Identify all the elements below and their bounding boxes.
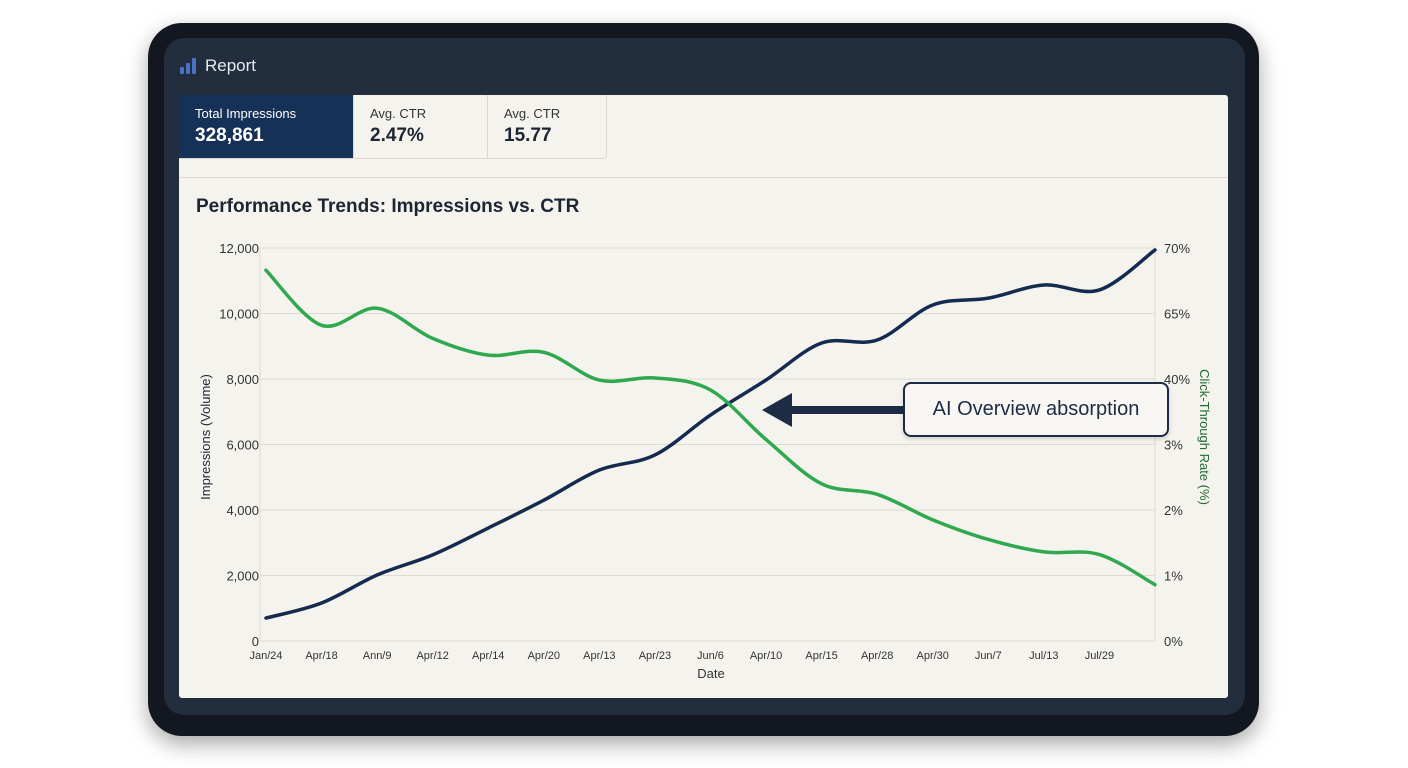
x-axis-label: Date — [697, 666, 724, 681]
x-tick-label: Jun/7 — [975, 650, 1002, 662]
annotation-arrow-head-icon — [762, 393, 792, 427]
kpi-value: 328,861 — [195, 125, 264, 146]
kpi-card-avg-ctr[interactable]: Avg. CTR 2.47% — [354, 95, 488, 159]
impressions-line — [264, 248, 1157, 620]
x-tick-label: Apr/13 — [583, 650, 615, 662]
x-tick-label: Apr/23 — [639, 650, 671, 662]
kpi-label: Avg. CTR — [370, 106, 427, 121]
x-tick-label: Jun/6 — [697, 650, 724, 662]
y2-tick-label: 0% — [1164, 634, 1183, 649]
chart-title: Performance Trends: Impressions vs. CTR — [196, 196, 580, 217]
x-tick-label: Ann/9 — [363, 650, 392, 662]
x-tick-label: Apr/18 — [305, 650, 337, 662]
y-tick-label: 8,000 — [226, 372, 259, 387]
kpi-value: 15.77 — [504, 125, 552, 146]
y2-axis-label: Click-Through Rate (%) — [1197, 369, 1212, 505]
x-tick-label: Jul/13 — [1029, 650, 1058, 662]
y-tick-label: 6,000 — [226, 438, 259, 453]
annotation-callout: AI Overview absorption — [903, 382, 1169, 437]
kpi-value: 2.47% — [370, 125, 424, 146]
app-title: Report — [205, 56, 257, 75]
x-tick-label: Apr/15 — [805, 650, 837, 662]
x-tick-label: Apr/20 — [528, 650, 560, 662]
y-axis-label: Impressions (Volume) — [198, 374, 213, 500]
y2-tick-label: 40% — [1164, 372, 1190, 387]
y2-tick-label: 1% — [1164, 569, 1183, 584]
x-tick-label: Apr/30 — [917, 650, 949, 662]
y-tick-label: 2,000 — [226, 569, 259, 584]
y2-tick-label: 2% — [1164, 503, 1183, 518]
y2-tick-label: 65% — [1164, 307, 1190, 322]
x-tick-label: Jan/24 — [249, 650, 282, 662]
bar-chart-icon — [180, 58, 196, 74]
y-tick-label: 0 — [252, 634, 259, 649]
y2-tick-label: 3% — [1164, 438, 1183, 453]
app-header: Report — [180, 56, 256, 76]
x-tick-label: Apr/12 — [416, 650, 448, 662]
kpi-label: Total Impressions — [195, 106, 297, 121]
x-tick-label: Apr/14 — [472, 650, 504, 662]
ctr-line — [264, 268, 1157, 587]
kpi-card-avg-ctr-2[interactable]: Avg. CTR 15.77 — [488, 95, 607, 159]
kpi-label: Avg. CTR — [504, 106, 561, 121]
y-tick-label: 10,000 — [219, 307, 259, 322]
kpi-cards: Total Impressions 328,861 Avg. CTR 2.47%… — [179, 95, 607, 159]
y-tick-label: 12,000 — [219, 241, 259, 256]
y-tick-label: 4,000 — [226, 503, 259, 518]
x-tick-label: Apr/10 — [750, 650, 782, 662]
x-tick-label: Jul/29 — [1085, 650, 1114, 662]
divider — [179, 177, 1228, 178]
y2-tick-label: 70% — [1164, 241, 1190, 256]
x-tick-label: Apr/28 — [861, 650, 893, 662]
kpi-card-total-impressions[interactable]: Total Impressions 328,861 — [179, 95, 354, 159]
